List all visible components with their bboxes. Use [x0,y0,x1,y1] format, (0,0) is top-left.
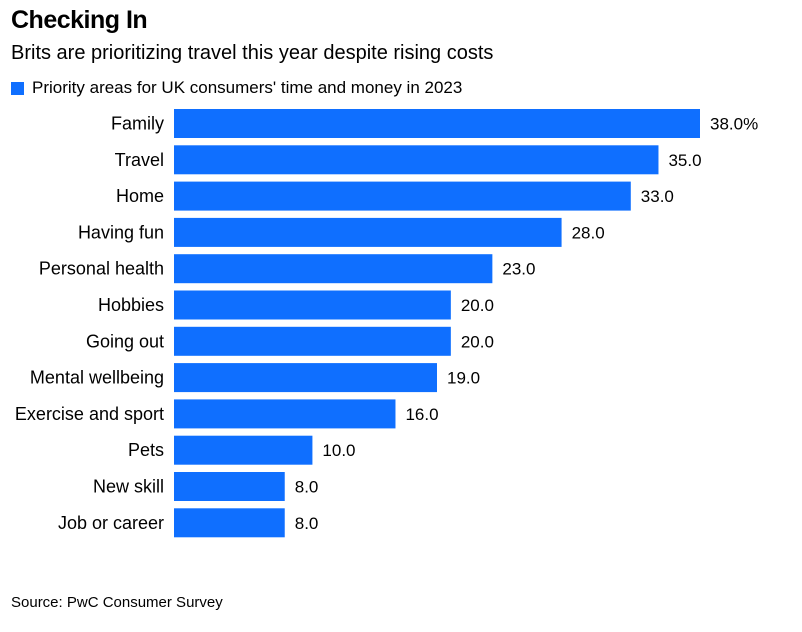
bar-having-fun [174,217,562,247]
value-label-personal-health: 23.0 [502,260,535,279]
category-label-mental-wellbeing: Mental wellbeing [30,368,164,388]
bar-pets [174,435,313,465]
category-label-exercise-and-sport: Exercise and sport [15,404,164,424]
value-label-job-or-career: 8.0 [295,514,319,533]
category-label-new-skill: New skill [93,477,164,497]
legend-label: Priority areas for UK consumers' time an… [32,78,463,97]
value-label-travel: 35.0 [668,151,701,170]
value-label-going-out: 20.0 [461,332,494,351]
bar-personal-health [174,254,493,284]
value-label-having-fun: 28.0 [572,223,605,242]
value-label-home: 33.0 [641,187,674,206]
bar-mental-wellbeing [174,363,437,393]
value-label-mental-wellbeing: 19.0 [447,369,480,388]
category-label-travel: Travel [115,150,164,170]
bar-exercise-and-sport [174,399,396,429]
value-label-exercise-and-sport: 16.0 [405,405,438,424]
category-label-family: Family [111,114,164,134]
chart-title: Checking In [11,6,148,34]
bar-job-or-career [174,508,285,538]
category-label-hobbies: Hobbies [98,295,164,315]
legend: Priority areas for UK consumers' time an… [11,78,462,98]
source-note: Source: PwC Consumer Survey [11,594,223,611]
bar-travel [174,145,659,175]
category-label-job-or-career: Job or career [58,513,164,533]
category-label-having-fun: Having fun [78,222,164,242]
bar-new-skill [174,472,285,501]
value-label-new-skill: 8.0 [295,478,319,497]
category-label-personal-health: Personal health [39,259,164,279]
category-label-going-out: Going out [86,331,164,351]
legend-swatch [11,81,24,95]
value-label-pets: 10.0 [322,441,355,460]
value-label-hobbies: 20.0 [461,296,494,315]
chart-subtitle: Brits are prioritizing travel this year … [11,42,494,64]
category-label-home: Home [116,186,164,206]
bar-home [174,181,631,211]
bar-going-out [174,326,451,356]
bar-hobbies [174,290,451,320]
category-label-pets: Pets [128,440,164,460]
value-label-family: 38.0% [710,115,758,134]
bar-family [174,109,700,138]
